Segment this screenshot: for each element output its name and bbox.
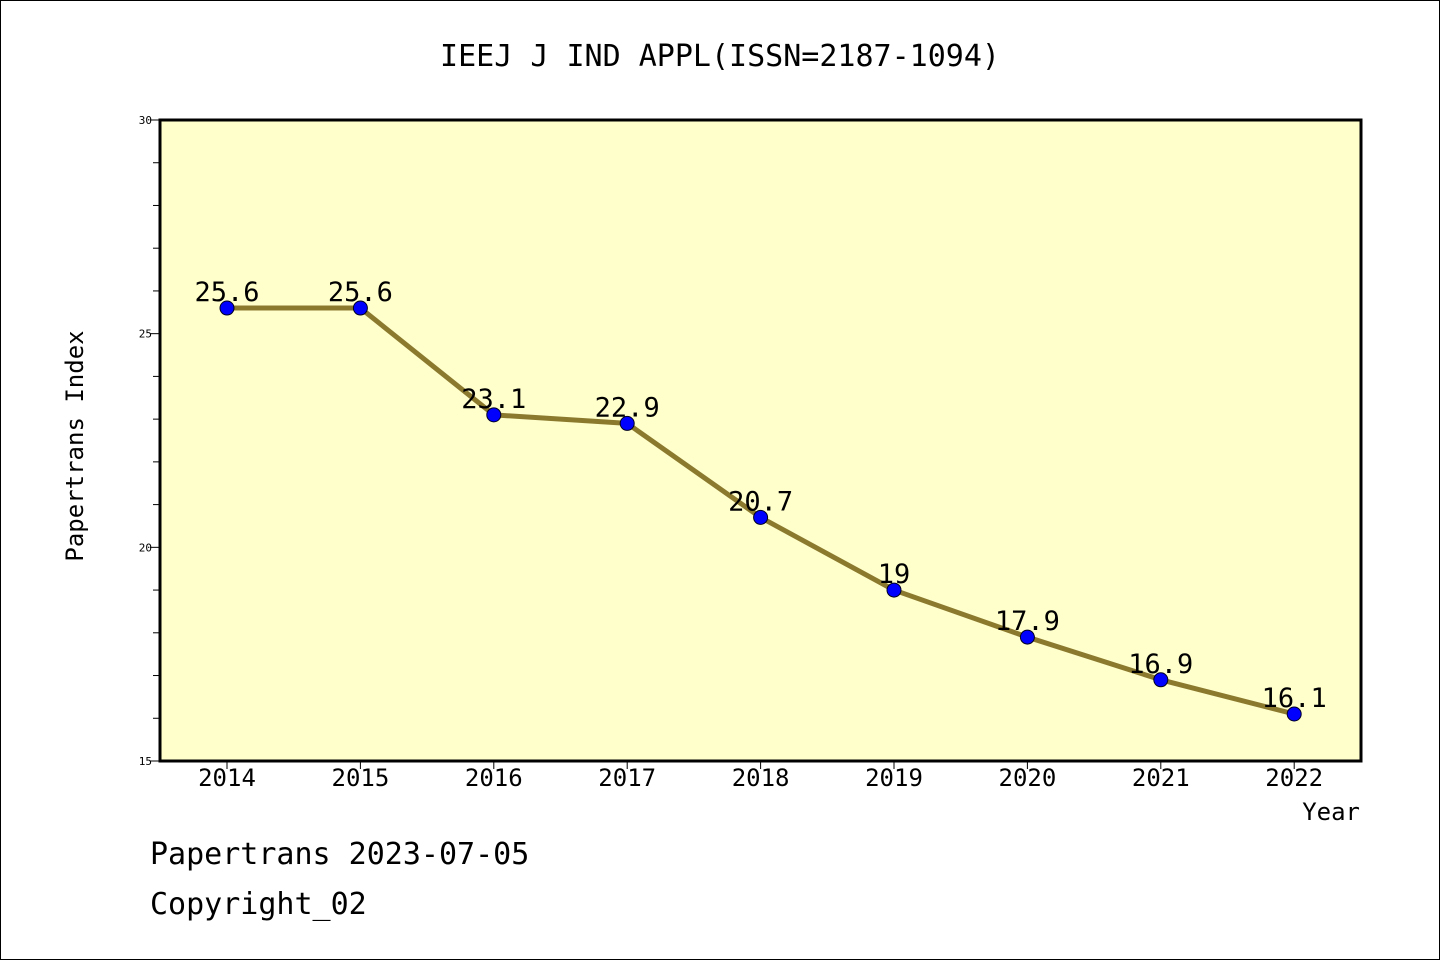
x-tick-label: 2022 [1265, 764, 1323, 792]
data-point-marker [886, 582, 902, 598]
data-point-marker [1286, 706, 1302, 722]
x-tick-label: 2019 [865, 764, 923, 792]
x-tick-label: 2017 [598, 764, 656, 792]
chart-title: IEEJ J IND APPL(ISSN=2187-1094) [440, 39, 1000, 74]
x-tick-label: 2018 [732, 764, 790, 792]
data-point-marker [753, 509, 769, 525]
x-tick-label: 2021 [1132, 764, 1190, 792]
x-axis-label: Year [1302, 798, 1360, 826]
footer-copyright-text: Copyright_02 [150, 887, 367, 922]
data-value-label: 23.1 [461, 384, 526, 415]
data-point-marker [1019, 629, 1035, 645]
data-value-label: 17.9 [995, 606, 1060, 637]
data-value-label: 25.6 [328, 277, 393, 308]
data-value-label: 16.9 [1128, 649, 1193, 680]
x-tick-label: 2016 [465, 764, 523, 792]
y-tick-label: 15 [139, 755, 152, 768]
footer-date-text: Papertrans 2023-07-05 [150, 837, 529, 872]
y-axis: 15 20 25 30 [139, 114, 160, 768]
y-tick-label: 25 [139, 328, 152, 341]
data-labels: 25.6 25.6 23.1 22.9 20.7 19 17.9 16.9 16.1 [194, 277, 1326, 714]
y-tick-label: 20 [139, 541, 152, 554]
x-axis: 2014 2015 2016 2017 2018 2019 2020 2021 2022 [198, 761, 1323, 792]
data-markers [219, 300, 1302, 722]
data-value-label: 25.6 [194, 277, 259, 308]
x-tick-label: 2014 [198, 764, 256, 792]
x-tick-label: 2020 [999, 764, 1057, 792]
data-value-label: 20.7 [728, 486, 793, 517]
data-point-marker [1153, 672, 1169, 688]
y-tick-label: 30 [139, 114, 152, 127]
data-point-marker [219, 300, 235, 316]
data-value-label: 16.1 [1262, 683, 1327, 714]
x-tick-label: 2015 [332, 764, 390, 792]
data-value-label: 19 [878, 559, 911, 590]
data-point-marker [486, 407, 502, 423]
data-point-marker [619, 415, 635, 431]
plot-area [158, 118, 1363, 763]
data-point-marker [352, 300, 368, 316]
y-axis-label: Papertrans Index [61, 330, 89, 561]
data-value-label: 22.9 [595, 392, 660, 423]
